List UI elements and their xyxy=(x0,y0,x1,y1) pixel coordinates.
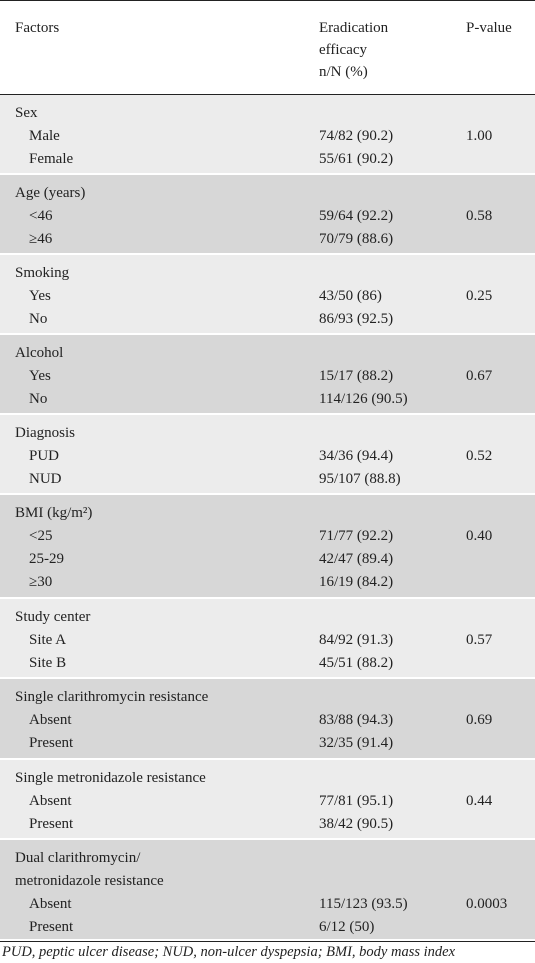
group-label: Dual clarithromycin/ xyxy=(15,850,141,866)
row-label: Male xyxy=(29,128,60,144)
row-efficacy: 32/35 (91.4) xyxy=(319,735,394,751)
row-efficacy: 71/77 (92.2) xyxy=(319,528,394,544)
row-efficacy: 86/93 (92.5) xyxy=(319,311,394,327)
header-efficacy: Eradication efficacy n/N (%) xyxy=(319,17,388,83)
header-efficacy-line2: efficacy xyxy=(319,42,368,58)
row-label: Site A xyxy=(29,632,67,648)
row-label: No xyxy=(29,311,48,327)
group-label: Single metronidazole resistance xyxy=(15,770,206,786)
table-header: Factors Eradication efficacy n/N (%) P-v… xyxy=(0,0,535,95)
row-label: Yes xyxy=(29,368,51,384)
group-pvalue: 0.25 xyxy=(466,288,493,304)
table-group: Alcohol Yes 15/17 (88.2) 0.67 No 114/126 (90.… xyxy=(0,335,535,415)
group-label: BMI (kg/m²) xyxy=(15,505,93,521)
row-label: PUD xyxy=(29,448,60,464)
header-factors: Factors xyxy=(15,20,60,36)
row-efficacy: 95/107 (88.8) xyxy=(319,471,401,487)
group-pvalue: 0.57 xyxy=(466,632,493,648)
row-label: Yes xyxy=(29,288,51,304)
group-pvalue: 0.69 xyxy=(466,712,493,728)
table-group: Dual clarithromycin/metronidazole resist… xyxy=(0,840,535,941)
table-group: Sex Male 74/82 (90.2) 1.00 Female 55/61 (90.2… xyxy=(0,95,535,175)
group-label: Diagnosis xyxy=(15,425,75,441)
group-label: Age (years) xyxy=(15,185,86,201)
results-table: Factors Eradication efficacy n/N (%) P-v… xyxy=(0,0,535,941)
row-label: Absent xyxy=(29,793,72,809)
row-efficacy: 70/79 (88.6) xyxy=(319,231,394,247)
row-efficacy: 83/88 (94.3) xyxy=(319,712,394,728)
row-efficacy: 115/123 (93.5) xyxy=(319,896,408,912)
group-pvalue: 0.44 xyxy=(466,793,493,809)
row-efficacy: 84/92 (91.3) xyxy=(319,632,394,648)
header-efficacy-line1: Eradication xyxy=(319,20,389,36)
group-label: Single clarithromycin resistance xyxy=(15,689,209,705)
row-efficacy: 55/61 (90.2) xyxy=(319,151,394,167)
row-label: Present xyxy=(29,816,74,832)
row-label: <46 xyxy=(29,208,53,224)
row-efficacy: 6/12 (50) xyxy=(319,919,375,935)
row-efficacy: 43/50 (86) xyxy=(319,288,382,304)
group-pvalue: 0.40 xyxy=(466,528,493,544)
group-pvalue: 0.52 xyxy=(466,448,493,464)
row-label: Absent xyxy=(29,712,72,728)
row-efficacy: 114/126 (90.5) xyxy=(319,391,408,407)
row-label: Present xyxy=(29,735,74,751)
row-efficacy: 77/81 (95.1) xyxy=(319,793,394,809)
header-efficacy-line3: n/N (%) xyxy=(319,64,368,80)
table-group: Age (years) <46 59/64 (92.2) 0.58 ≥46 70/79 (… xyxy=(0,175,535,255)
group-label: Study center xyxy=(15,609,91,625)
footnote-text: PUD, peptic ulcer disease; NUD, non-ulce… xyxy=(2,944,456,960)
row-efficacy: 45/51 (88.2) xyxy=(319,655,394,671)
table-group: Diagnosis PUD 34/36 (94.4) 0.52 NUD 95/107 (8… xyxy=(0,415,535,495)
row-label: NUD xyxy=(29,471,62,487)
row-label: <25 xyxy=(29,528,53,544)
row-efficacy: 38/42 (90.5) xyxy=(319,816,394,832)
row-label: Present xyxy=(29,919,74,935)
table-footnote: PUD, peptic ulcer disease; NUD, non-ulce… xyxy=(0,941,535,963)
table-group: Single metronidazole resistance Absent 77/… xyxy=(0,760,535,840)
row-efficacy: 42/47 (89.4) xyxy=(319,551,394,567)
row-efficacy: 74/82 (90.2) xyxy=(319,128,394,144)
row-label: 25-29 xyxy=(29,551,64,567)
group-pvalue: 1.00 xyxy=(466,128,493,144)
row-label: ≥46 xyxy=(29,231,53,247)
row-label: No xyxy=(29,391,48,407)
header-pvalue: P-value xyxy=(466,20,512,36)
row-label: Female xyxy=(29,151,74,167)
group-label: Sex xyxy=(15,105,38,121)
group-label: Smoking xyxy=(15,265,70,281)
row-label: Absent xyxy=(29,896,72,912)
row-label: ≥30 xyxy=(29,574,53,590)
group-pvalue: 0.67 xyxy=(466,368,493,384)
group-pvalue: 0.58 xyxy=(466,208,493,224)
table-group: BMI (kg/m²) <25 71/77 (92.2) 0.40 25-29 42/47… xyxy=(0,495,535,599)
group-label-line2: metronidazole resistance xyxy=(15,873,164,889)
row-efficacy: 16/19 (84.2) xyxy=(319,574,394,590)
group-label: Alcohol xyxy=(15,345,64,361)
group-pvalue: 0.0003 xyxy=(466,896,508,912)
row-efficacy: 59/64 (92.2) xyxy=(319,208,394,224)
table-group: Smoking Yes 43/50 (86) 0.25 No 86/93 (92.5) xyxy=(0,255,535,335)
row-label: Site B xyxy=(29,655,67,671)
table-group: Single clarithromycin resistance Absent 83… xyxy=(0,679,535,760)
table-body: Sex Male 74/82 (90.2) 1.00 Female 55/61 (90.2… xyxy=(0,95,535,941)
row-efficacy: 15/17 (88.2) xyxy=(319,368,394,384)
table-group: Study center Site A 84/92 (91.3) 0.57 Site B… xyxy=(0,599,535,679)
row-efficacy: 34/36 (94.4) xyxy=(319,448,394,464)
